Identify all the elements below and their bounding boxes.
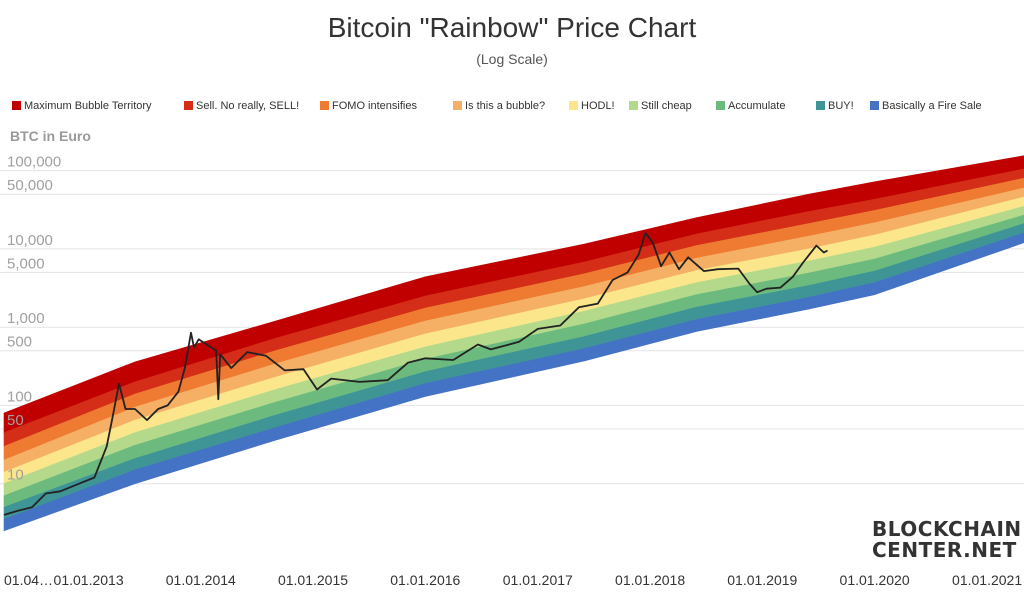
y-tick-label-0: 10 [7,467,24,484]
y-tick-label-1: 50 [7,412,24,429]
x-tick-label-3: 01.01.2015 [278,572,348,588]
x-tick-label-7: 01.01.2019 [727,572,797,588]
legend-swatch [320,101,329,110]
y-tick-label-4: 1,000 [7,310,45,327]
logo-line-2: CENTER.NET [872,538,1017,562]
legend-item-1[interactable]: Sell. No really, SELL! [184,100,299,112]
legend-swatch [816,101,825,110]
legend-label: Sell. No really, SELL! [196,100,300,112]
legend-item-7[interactable]: BUY! [816,100,854,112]
y-tick-label-3: 500 [7,334,32,351]
y-tick-label-8: 100,000 [7,154,61,171]
legend-label: Is this a bubble? [465,100,546,112]
legend-item-5[interactable]: Still cheap [629,100,692,112]
x-tick-label-1: 01.01.2013 [54,572,124,588]
y-tick-label-7: 50,000 [7,177,53,194]
legend-swatch [184,101,193,110]
legend-label: FOMO intensifies [332,100,417,112]
blockchaincenter-logo: BLOCKCHAIN CENTER.NET [872,519,1022,561]
chart-subtitle: (Log Scale) [476,51,548,67]
x-tick-label-4: 01.01.2016 [390,572,460,588]
x-tick-label-8: 01.01.2020 [840,572,910,588]
y-axis-label: BTC in Euro [10,128,91,144]
legend-item-4[interactable]: HODL! [569,100,615,112]
legend-label: Accumulate [728,100,786,112]
legend-swatch [12,101,21,110]
legend-item-2[interactable]: FOMO intensifies [320,100,417,112]
legend-item-3[interactable]: Is this a bubble? [453,100,545,112]
x-tick-label-9: 01.01.2021 [952,572,1022,588]
band-8 [3,232,1024,532]
legend-label: Maximum Bubble Territory [24,100,152,112]
y-tick-label-5: 5,000 [7,255,45,272]
x-tick-label-6: 01.01.2018 [615,572,685,588]
chart-title: Bitcoin "Rainbow" Price Chart [327,12,697,43]
x-tick-label-0: 01.04… [4,572,53,588]
legend-swatch [629,101,638,110]
legend-label: BUY! [828,100,854,112]
legend-swatch [870,101,879,110]
legend-label: HODL! [581,100,615,112]
y-tick-label-6: 10,000 [7,232,53,249]
legend-label: Still cheap [641,100,692,112]
legend-item-8[interactable]: Basically a Fire Sale [870,100,982,112]
y-tick-label-2: 100 [7,388,32,405]
legend-item-0[interactable]: Maximum Bubble Territory [12,100,152,112]
logo-line-1: BLOCKCHAIN [872,517,1022,541]
legend-item-6[interactable]: Accumulate [716,100,785,112]
price-series [3,231,828,516]
x-tick-label-5: 01.01.2017 [503,572,573,588]
legend-label: Basically a Fire Sale [882,100,982,112]
x-tick-label-2: 01.01.2014 [166,572,236,588]
price-line-0 [3,231,828,516]
y-axis-ticks: 10 50 100 500 1,000 5,000 10,000 50,000 100,000 [7,154,61,484]
legend-swatch [569,101,578,110]
x-axis-ticks: 01.04… 01.01.2013 01.01.2014 01.01.2015 01.0… [4,572,1022,588]
legend-swatch [453,101,462,110]
legend-swatch [716,101,725,110]
